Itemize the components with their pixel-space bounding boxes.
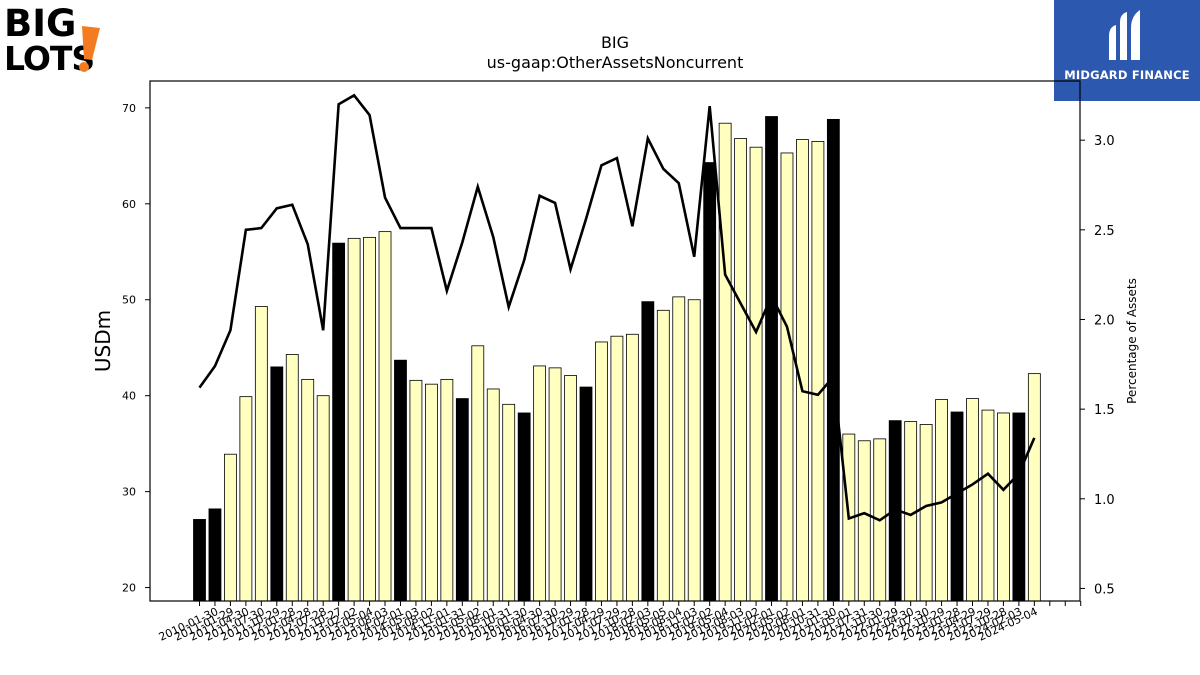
- y2-tick-label: 2.0: [1094, 313, 1115, 328]
- bar: [919, 424, 933, 602]
- y-tick-label: 20: [122, 582, 136, 595]
- y2-tick-label: 3.0: [1094, 134, 1115, 149]
- bar: [749, 146, 763, 602]
- midgard-finance-logo: MIDGARD FINANCE: [1054, 0, 1200, 101]
- bar: [610, 335, 624, 602]
- bar: [254, 306, 268, 602]
- bar: [270, 366, 284, 602]
- bar-series: [193, 116, 1041, 602]
- big-lots-logo: BIG LOTS: [2, 2, 102, 78]
- bar: [625, 333, 639, 602]
- y2-tick-label: 0.5: [1094, 582, 1115, 597]
- logo-mark-middle: [1120, 12, 1127, 60]
- bar: [378, 231, 392, 602]
- bar: [641, 301, 655, 602]
- bar: [966, 398, 979, 602]
- bar: [780, 152, 794, 602]
- bar: [301, 378, 315, 602]
- y2-axis-label: Percentage of Assets: [1125, 278, 1139, 404]
- bar: [502, 403, 516, 602]
- y-axis-label: USDm: [91, 310, 115, 372]
- bar: [224, 453, 237, 602]
- bar: [826, 118, 840, 602]
- bar: [363, 236, 376, 602]
- y-axis-right: 0.5 1.0 1.5 2.0 2.5 3.0: [1080, 134, 1115, 597]
- bar: [950, 411, 964, 602]
- bar: [486, 388, 500, 602]
- bar: [455, 398, 469, 602]
- bar: [316, 395, 330, 602]
- bar: [656, 309, 670, 602]
- bar: [595, 341, 608, 602]
- bar: [997, 412, 1010, 602]
- y2-tick-label: 1.5: [1094, 403, 1115, 418]
- bar: [533, 365, 547, 602]
- bar: [687, 299, 701, 602]
- y2-tick-label: 1.0: [1094, 493, 1115, 508]
- bar: [981, 409, 995, 602]
- bar: [703, 162, 717, 602]
- bar: [347, 237, 361, 602]
- y2-tick-label: 2.5: [1094, 224, 1115, 239]
- bar: [811, 141, 825, 602]
- logo-exclamation-dot: [79, 62, 89, 72]
- y-axis-left: 20 30 40 50 60 70: [122, 102, 150, 595]
- bar: [424, 383, 438, 602]
- bar: [857, 440, 871, 602]
- bar: [672, 296, 686, 602]
- y-tick-label: 70: [122, 102, 136, 115]
- logo-mark-left: [1109, 25, 1116, 60]
- bar: [285, 354, 299, 602]
- bar: [440, 378, 454, 602]
- percentage-line: [198, 93, 1036, 522]
- y-tick-label: 50: [122, 294, 136, 307]
- y-tick-label: 40: [122, 390, 136, 403]
- y-tick-label: 60: [122, 198, 136, 211]
- y-tick-label: 30: [122, 486, 136, 499]
- logo-lots-text: LOTS: [4, 39, 94, 76]
- logo-mark-right: [1131, 10, 1140, 60]
- bar: [579, 386, 593, 602]
- chart-title: BIG: [601, 33, 629, 52]
- bar: [734, 138, 747, 602]
- logo-brand-text: MIDGARD FINANCE: [1064, 68, 1190, 82]
- bar: [394, 359, 407, 602]
- bar: [193, 519, 206, 602]
- bar: [564, 375, 577, 602]
- bar: [471, 345, 485, 602]
- bar: [208, 508, 222, 602]
- plot-frame: [149, 80, 1081, 602]
- bar: [239, 396, 253, 602]
- bar: [548, 367, 562, 602]
- bar: [1027, 373, 1041, 602]
- logo-exclamation-bar: [82, 26, 100, 60]
- x-axis: 2010-01-302011-01-292011-04-302011-07-30…: [157, 601, 1082, 644]
- bar: [718, 122, 732, 602]
- bar: [765, 116, 778, 602]
- bar: [409, 379, 423, 602]
- bar: [517, 412, 531, 602]
- logo-big-text: BIG: [4, 2, 76, 45]
- bar: [1012, 412, 1026, 602]
- chart-subtitle: us-gaap:OtherAssetsNoncurrent: [487, 53, 744, 72]
- bar: [332, 242, 346, 602]
